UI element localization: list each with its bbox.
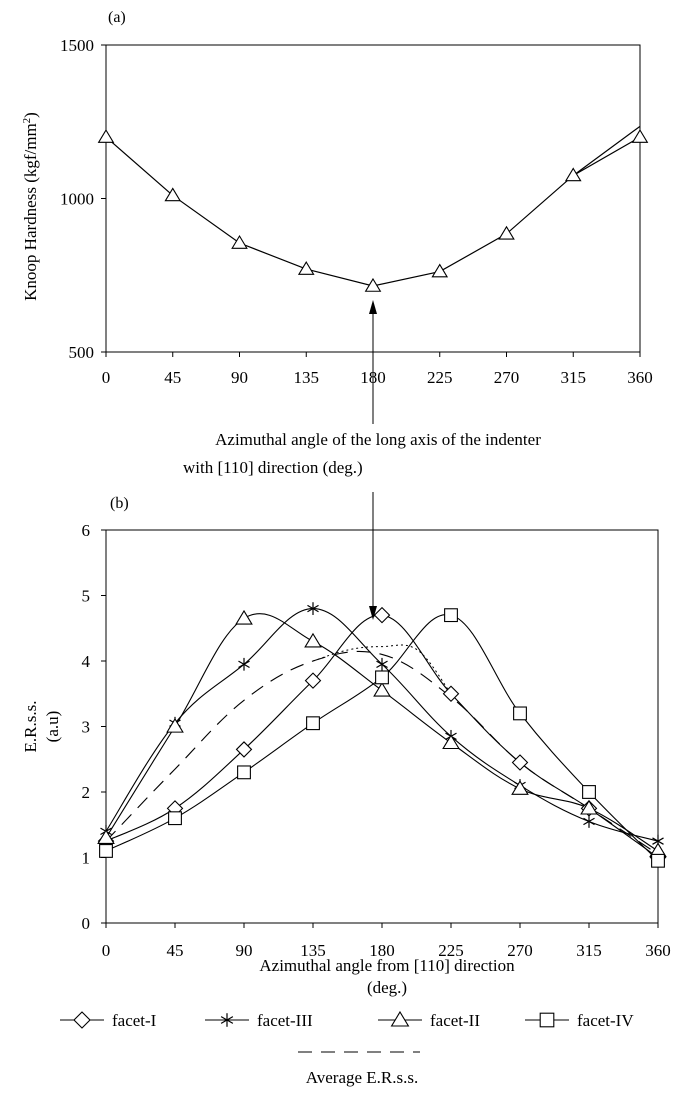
y-axis-label-a-close: ) xyxy=(21,112,40,118)
arrow-head-a xyxy=(369,300,377,314)
data-point-facet-i xyxy=(511,754,529,771)
x-tick-label-b: 360 xyxy=(645,941,671,960)
data-point-facet-iv xyxy=(237,765,251,780)
data-point-facet-iii xyxy=(583,815,595,828)
data-point-facet-ii xyxy=(442,734,460,750)
data-point-facet-iii xyxy=(376,657,388,671)
x-tick-label-b: 180 xyxy=(369,941,395,960)
legend-facet-iv-label: facet-IV xyxy=(577,1011,634,1030)
y-tick-label-b: 6 xyxy=(82,521,91,540)
data-point-facet-iv xyxy=(651,853,665,868)
data-point-facet-ii xyxy=(235,609,253,625)
data-point-facet-i xyxy=(373,606,391,624)
y-axis-label-b-line1: E.R.s.s. xyxy=(21,701,40,753)
x-tick-label-a: 45 xyxy=(164,368,181,387)
data-point-facet-ii xyxy=(580,799,598,815)
data-point-facet-i xyxy=(235,741,253,758)
panel-label-a: (a) xyxy=(108,9,126,26)
x-tick-label-b: 45 xyxy=(167,941,184,960)
arrow-head-b xyxy=(369,606,377,620)
x-tick-label-b: 0 xyxy=(102,941,111,960)
x-tick-label-b: 90 xyxy=(236,941,253,960)
x-tick-label-b: 135 xyxy=(300,941,326,960)
x-axis-label-b-line2: (deg.) xyxy=(367,978,407,997)
data-point-facet-iv xyxy=(513,706,527,721)
x-axis-label-a-line2: with [110] direction (deg.) xyxy=(183,458,363,477)
legend-facet-iii-marker xyxy=(220,1013,234,1027)
data-point-facet-ii xyxy=(166,717,184,733)
data-point-facet-ii xyxy=(511,780,529,795)
x-tick-label-a: 270 xyxy=(494,368,520,387)
y-tick-label-b: 2 xyxy=(82,783,91,802)
data-point-a xyxy=(297,261,315,275)
x-tick-label-b: 315 xyxy=(576,941,602,960)
y-axis-label-a: Knoop Hardness (kgf/mm2) xyxy=(21,112,40,301)
legend-facet-ii-label: facet-II xyxy=(430,1011,480,1030)
x-tick-label-b: 225 xyxy=(438,941,464,960)
x-tick-label-a: 315 xyxy=(561,368,587,387)
panel-label-b: (b) xyxy=(110,495,129,512)
data-point-facet-iv xyxy=(375,670,389,685)
data-point-facet-ii xyxy=(373,681,391,697)
data-point-a xyxy=(564,167,582,182)
series-line-a xyxy=(105,136,641,287)
data-point-facet-iv xyxy=(168,811,182,826)
x-tick-label-a: 135 xyxy=(294,368,320,387)
x-axis-label-b-line1: Azimuthal angle from [110] direction xyxy=(259,956,515,975)
y-tick-label-b: 4 xyxy=(82,652,91,671)
y-tick-label-b: 1 xyxy=(82,849,91,868)
data-point-a xyxy=(431,263,449,278)
y-axis-label-b-line2: (a.u) xyxy=(43,711,62,743)
x-tick-label-a: 225 xyxy=(427,368,453,387)
legend-average-label: Average E.R.s.s. xyxy=(306,1068,419,1087)
x-axis-label-a-line1: Azimuthal angle of the long axis of the … xyxy=(215,430,541,449)
y-tick-label-b: 5 xyxy=(82,587,91,606)
series-line-dotted xyxy=(312,644,452,695)
plot-frame-b xyxy=(105,529,659,924)
data-point-a xyxy=(231,234,248,249)
series-line-facet-ii xyxy=(105,613,659,852)
series-line-facet-iii xyxy=(105,608,659,842)
y-tick-label-a: 1000 xyxy=(60,190,94,209)
data-point-a xyxy=(164,187,182,202)
data-point-a xyxy=(97,129,115,143)
series-line-facet-i xyxy=(105,614,659,858)
data-point-facet-ii xyxy=(97,829,115,845)
data-point-facet-i xyxy=(442,685,460,703)
data-point-facet-ii xyxy=(304,632,322,648)
y-axis-label-a-main: Knoop Hardness (kgf/mm xyxy=(21,123,40,301)
y-tick-label-a: 500 xyxy=(69,343,95,362)
series-line-facet-iv xyxy=(105,614,659,862)
series-line-a-extra xyxy=(572,125,641,176)
series-line-average-e-r-s-s xyxy=(105,650,659,855)
x-tick-label-a: 360 xyxy=(627,368,653,387)
legend-facet-i-label: facet-I xyxy=(112,1011,157,1030)
data-point-facet-iii xyxy=(307,602,319,615)
data-point-facet-iv xyxy=(444,608,458,623)
data-point-facet-iv xyxy=(582,785,596,799)
data-point-facet-iii xyxy=(238,657,250,671)
x-tick-label-b: 270 xyxy=(507,941,533,960)
y-axis-label-a-superscript: 2 xyxy=(21,118,33,124)
legend-facet-ii-marker xyxy=(390,1010,410,1027)
y-tick-label-b: 0 xyxy=(82,914,91,933)
data-point-facet-i xyxy=(304,672,322,689)
y-tick-label-b: 3 xyxy=(82,718,91,737)
x-tick-label-a: 0 xyxy=(102,368,111,387)
x-tick-label-a: 90 xyxy=(231,368,248,387)
data-point-a xyxy=(498,225,515,240)
data-point-a xyxy=(631,129,649,143)
legend-facet-i-marker xyxy=(73,1011,91,1029)
data-point-facet-iv xyxy=(306,716,320,731)
data-point-a xyxy=(364,277,382,292)
data-point-facet-iv xyxy=(99,844,113,858)
legend-facet-iii-label: facet-III xyxy=(257,1011,313,1030)
y-tick-label-a: 1500 xyxy=(60,36,94,55)
legend-facet-iv-marker xyxy=(539,1012,555,1028)
